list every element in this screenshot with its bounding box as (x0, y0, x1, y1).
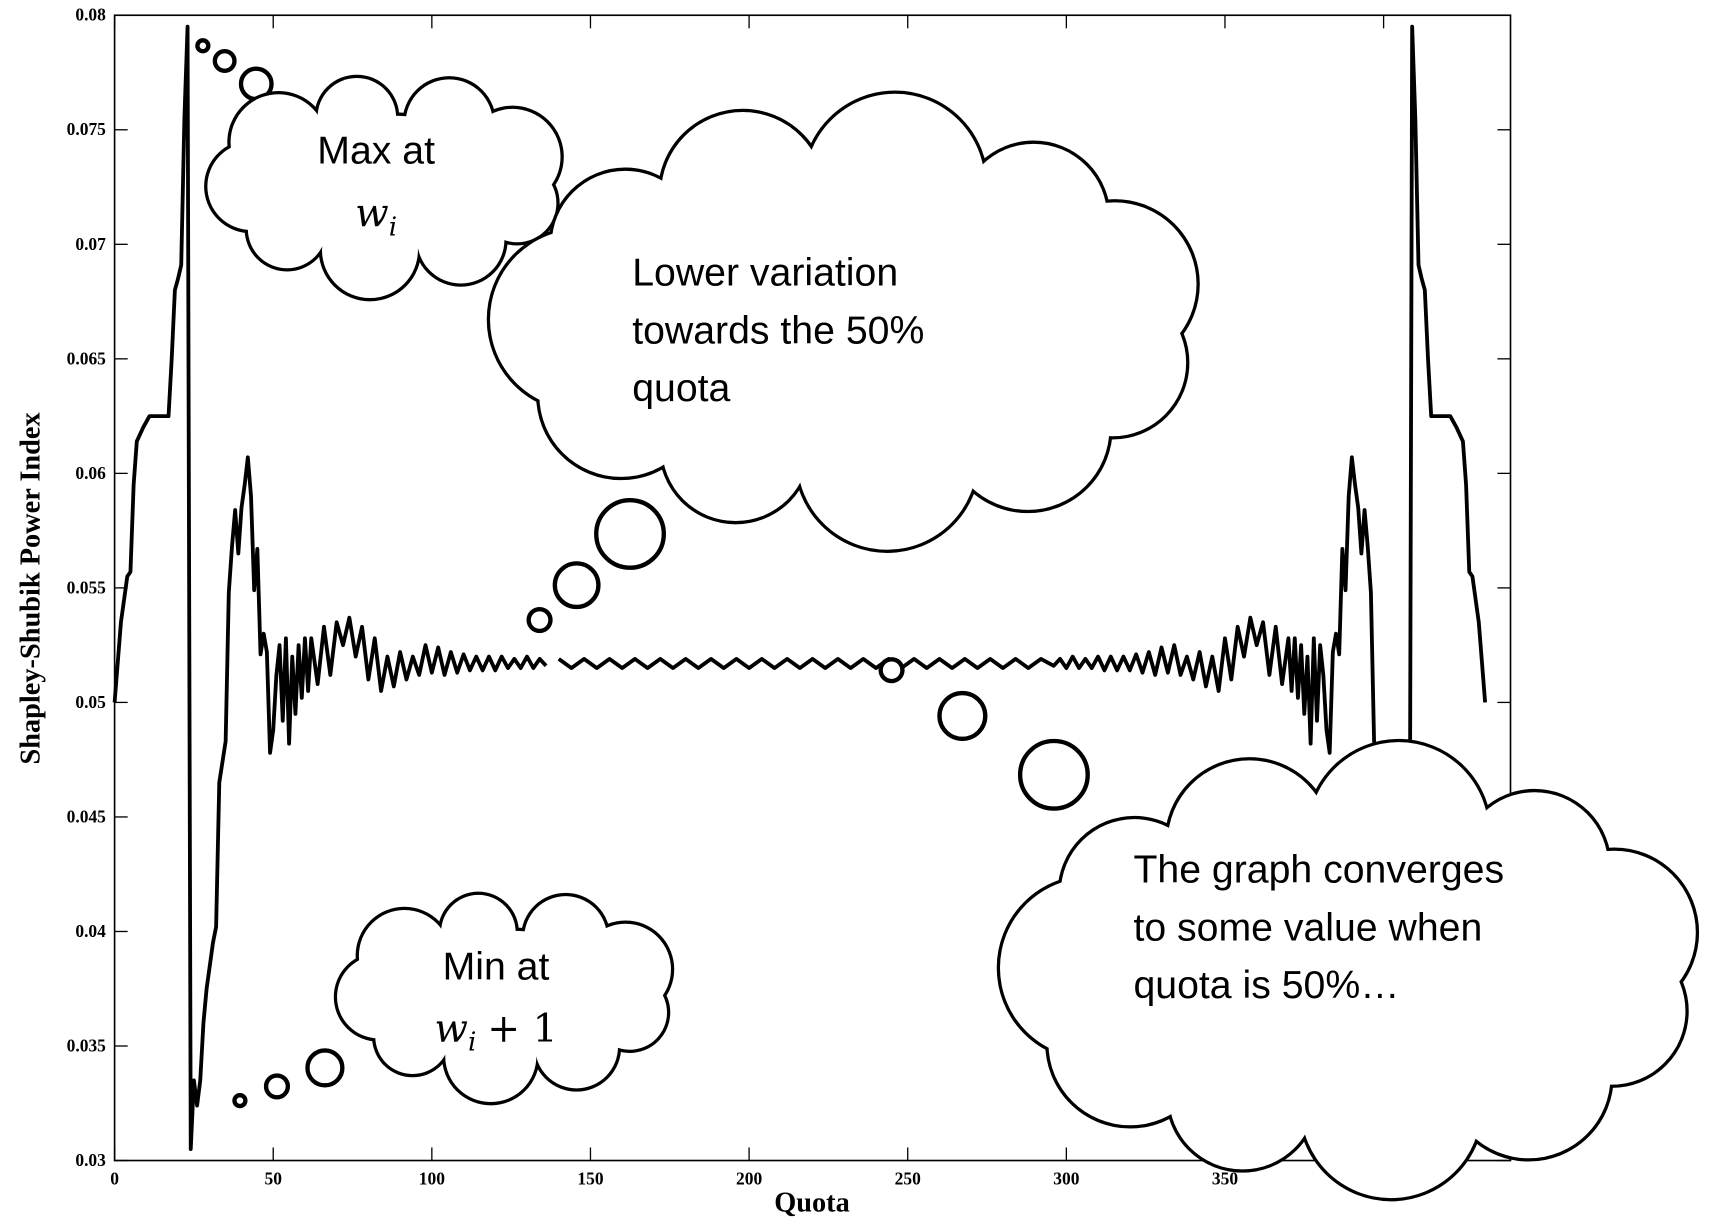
thought-bubble (529, 609, 551, 631)
y-tick-label: 0.045 (67, 806, 106, 826)
annotation-text: quota is 50%… (1133, 963, 1399, 1007)
thought-bubble (215, 51, 235, 71)
x-axis-label: Quota (774, 1188, 850, 1219)
y-tick-label: 0.07 (75, 234, 106, 254)
annotation-math: wi + 1 (434, 1007, 557, 1058)
annotation-text: to some value when (1133, 905, 1482, 949)
y-tick-label: 0.04 (75, 921, 106, 941)
math-part: w (355, 192, 389, 237)
thought-bubble (234, 1095, 245, 1106)
math-part: + 1 (487, 1007, 557, 1052)
x-tick-label: 0 (110, 1169, 119, 1189)
y-tick-label: 0.035 (67, 1035, 106, 1055)
annotation-text: Lower variation (632, 251, 898, 295)
thought-bubble (197, 40, 208, 51)
x-tick-label: 300 (1053, 1169, 1079, 1189)
annotation-text: Min at (443, 945, 550, 989)
y-tick-label: 0.065 (67, 348, 106, 368)
thought-cloud: Lower variation towards the 50% quota (490, 94, 1196, 631)
annotation-text: The graph converges (1133, 848, 1504, 892)
thought-bubble (266, 1076, 288, 1098)
x-tick-label: 100 (419, 1169, 445, 1189)
x-tick-label: 200 (736, 1169, 762, 1189)
x-tick-label: 150 (577, 1169, 603, 1189)
y-tick-label: 0.03 (75, 1150, 106, 1170)
y-tick-label: 0.08 (75, 5, 106, 25)
thought-bubble (939, 693, 985, 739)
page: {"chart_data": {"type": "line", "x_label… (0, 0, 1709, 1227)
annotation-text: Max at (317, 128, 435, 172)
x-tick-label: 250 (895, 1169, 921, 1189)
annotation-text: towards the 50% (632, 308, 924, 352)
annotation-text: quota (632, 366, 730, 410)
thought-bubble (555, 563, 599, 607)
thought-cloud: Max at wi (197, 40, 560, 298)
math-part: i (468, 1027, 476, 1057)
y-axis-label: Shapley-Shubik Power Index (15, 412, 46, 765)
y-tick-label: 0.055 (67, 577, 106, 597)
thought-cloud: Min at wi + 1 (234, 895, 671, 1106)
thought-bubble (596, 500, 664, 568)
x-tick-label: 50 (265, 1169, 283, 1189)
thought-bubble (1020, 741, 1088, 809)
y-tick-label: 0.05 (75, 692, 106, 712)
y-tick-label: 0.075 (67, 119, 106, 139)
y-tick-label: 0.06 (75, 463, 106, 483)
thought-cloud: The graph converges to some value when quo… (881, 659, 1696, 1198)
math-part: i (389, 212, 397, 242)
thought-bubble (307, 1050, 342, 1085)
thought-bubble (881, 659, 903, 681)
chart: Quota Shapley-Shubik Power Index 0.03 0.0… (0, 0, 1709, 1227)
math-part: w (434, 1007, 468, 1052)
